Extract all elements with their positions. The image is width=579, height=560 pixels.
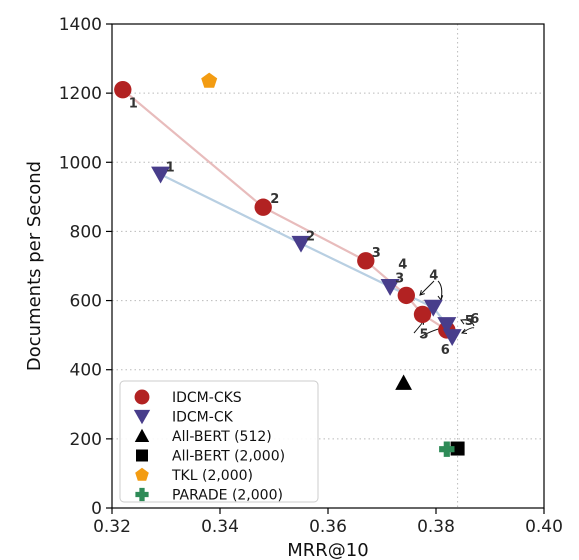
x-tick-label: 0.34 (201, 517, 239, 537)
annotation-arrowhead (460, 319, 467, 325)
point-label: 4 (398, 257, 407, 272)
legend-entry-tkl-2-000: TKL (2,000) (171, 468, 253, 484)
x-tick-label: 0.38 (417, 517, 455, 537)
point-tkl-2-000 (201, 72, 218, 88)
point-idcm-ck (151, 166, 171, 184)
axis-ticks: 0.32 0.34 0.36 0.38 0.40 0 200 400 600 800 1000 120… (59, 15, 563, 537)
annotation-arrowhead (419, 290, 425, 296)
y-tick-label: 800 (70, 222, 102, 242)
data-points (114, 72, 465, 457)
point-label: 1 (166, 160, 175, 175)
point-label: 5 (420, 327, 429, 342)
legend-marker-parade-2-000 (135, 487, 149, 502)
point-idcm-cks (254, 198, 272, 216)
point-idcm-cks (357, 252, 375, 270)
y-tick-label: 600 (70, 292, 102, 312)
series-line-idcm-ck (160, 173, 454, 338)
point-idcm-cks (114, 81, 132, 99)
point-label: 6 (441, 343, 450, 358)
y-axis-label: Documents per Second (24, 161, 45, 371)
point-idcm-ck (423, 299, 443, 317)
point-all-bert-512 (395, 374, 412, 390)
point-label: 3 (372, 246, 381, 261)
x-axis-label: MRR@10 (287, 540, 368, 560)
point-label: 3 (395, 272, 404, 287)
legend-marker-tkl-2-000 (135, 467, 149, 481)
point-idcm-ck (380, 279, 400, 296)
y-tick-label: 400 (70, 361, 102, 381)
y-tick-label: 200 (70, 430, 102, 450)
point-idcm-ck (437, 317, 457, 334)
point-idcm-ck (442, 329, 462, 346)
legend-box (119, 380, 319, 503)
legend-marker-idcm-ck (133, 409, 151, 425)
annotation-arrowhead (437, 295, 444, 302)
point-idcm-cks (413, 305, 432, 324)
point-label: 5 (465, 314, 474, 329)
point-label: 2 (270, 192, 279, 207)
legend-entry-idcm-cks: IDCM-CKS (172, 390, 242, 406)
point-idcm-ck (291, 235, 311, 253)
annotation-arrowhead (461, 328, 468, 335)
point-label: 2 (306, 230, 315, 245)
annotation-arrow (461, 327, 475, 334)
legend-marker-all-bert-512 (134, 428, 150, 442)
legend-entry-all-bert-512: All-BERT (512) (172, 429, 272, 445)
y-tick-label: 1000 (59, 153, 102, 173)
legend-entry-idcm-ck: IDCM-CK (172, 410, 234, 426)
legend-marker-idcm-cks (134, 389, 150, 405)
annotation-arrow (419, 280, 435, 296)
point-label: 1 (129, 97, 138, 112)
x-tick-label: 0.32 (93, 517, 131, 537)
y-tick-label: 1200 (59, 84, 102, 104)
y-tick-label: 0 (91, 499, 102, 519)
point-label: 6 (470, 312, 479, 327)
legend-entry-parade-2-000: PARADE (2,000) (172, 488, 283, 504)
legend-entry-all-bert-2-000: All-BERT (2,000) (172, 449, 285, 465)
legend: IDCM-CKS IDCM-CK All-BERT (512) All-BERT (2… (119, 380, 319, 504)
x-tick-label: 0.36 (309, 517, 347, 537)
y-tick-label: 1400 (59, 15, 102, 35)
legend-marker-all-bert-2-000 (136, 449, 148, 462)
x-tick-label: 0.40 (525, 517, 563, 537)
point-idcm-cks (397, 286, 415, 305)
point-label: 4 (429, 268, 438, 283)
point-parade-2-000 (439, 441, 455, 457)
